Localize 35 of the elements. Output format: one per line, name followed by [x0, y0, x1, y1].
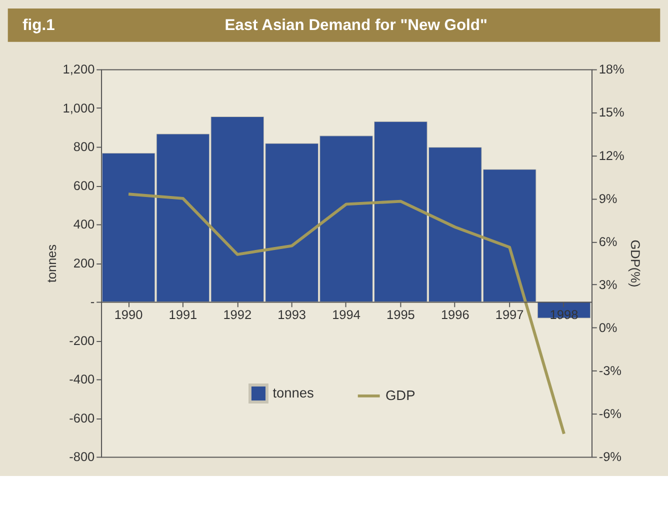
x-tick-label: 1993: [278, 306, 306, 322]
x-tick-label: 1997: [495, 306, 524, 322]
y-tick-label: 1,000: [62, 100, 95, 116]
y2-tick-label: 6%: [598, 234, 618, 249]
y-tick-label: -: [90, 294, 95, 310]
x-tick-label: 1991: [168, 306, 198, 322]
legend-label: tonnes: [272, 385, 314, 400]
y-tick-label: -800: [69, 449, 95, 464]
y2-axis-title: GDP(%): [628, 240, 644, 288]
x-tick-label: 1990: [114, 306, 143, 322]
y-tick-label: 600: [73, 178, 95, 193]
y2-tick-label: -6%: [598, 406, 622, 422]
x-tick-label: 1996: [440, 306, 470, 322]
y2-tick-label: -9%: [598, 449, 622, 464]
x-tick-label: 1992: [223, 306, 252, 322]
chart-title: East Asian Demand for "New Gold": [224, 17, 488, 34]
y-axis-title: tonnes: [44, 244, 59, 283]
y-tick-label: -200: [69, 332, 95, 348]
y-tick-label: -400: [69, 372, 95, 387]
x-tick-label: 1995: [386, 306, 415, 322]
x-tick-label: 1994: [332, 306, 360, 322]
y2-tick-label: 18%: [598, 62, 624, 77]
y2-tick-label: -3%: [598, 363, 622, 378]
y-tick-label: 800: [73, 139, 95, 154]
y2-tick-label: 0%: [598, 320, 618, 336]
y-tick-label: 200: [73, 255, 95, 270]
y2-tick-label: 15%: [598, 104, 624, 120]
caption: fig.1: [22, 17, 56, 34]
y2-tick-label: 12%: [598, 148, 624, 163]
y-tick-label: 1,200: [62, 62, 95, 77]
y-tick-label: 400: [73, 216, 95, 232]
legend-label: GDP: [386, 388, 416, 403]
y2-tick-label: 9%: [598, 190, 618, 206]
y-tick-label: -600: [69, 410, 95, 426]
y2-tick-label: 3%: [598, 276, 618, 292]
